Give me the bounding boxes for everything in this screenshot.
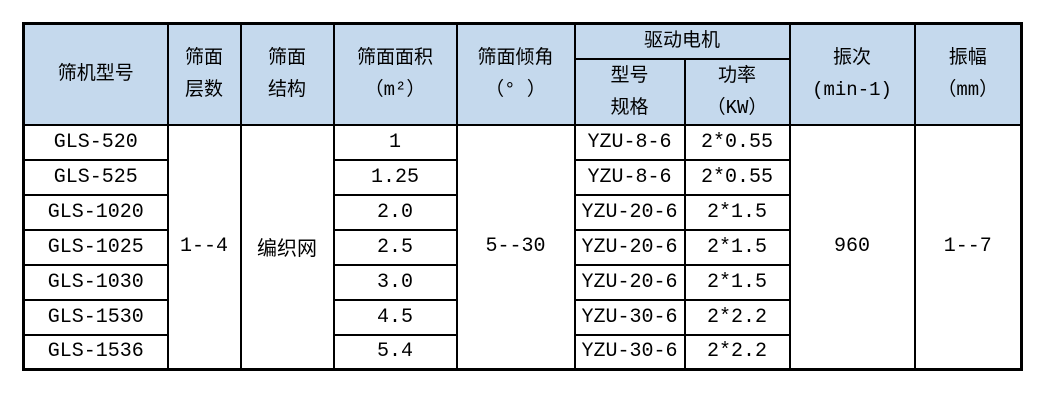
cell-screen-angle-merged: 5--30 [455,123,576,371]
table-row: GLS-1530 4.5 YZU-30-6 2*2.2 [22,298,1022,336]
cell-machine-model: GLS-1536 [22,333,169,371]
header-screen-structure: 筛面 结构 [239,22,335,126]
cell-screen-area: 5.4 [332,333,458,371]
cell-screen-area: 1.25 [332,158,458,196]
cell-motor-power: 2*1.5 [683,193,791,231]
table-row: GLS-1030 3.0 YZU-20-6 2*1.5 [22,263,1022,301]
cell-motor-power: 2*2.2 [683,298,791,336]
cell-screen-area: 2.5 [332,228,458,266]
cell-motor-power: 2*2.2 [683,333,791,371]
header-screen-angle: 筛面倾角 （° ） [455,22,576,126]
header-screen-area: 筛面面积 （m²） [332,22,458,126]
table-row: GLS-1020 2.0 YZU-20-6 2*1.5 [22,193,1022,231]
cell-motor-model: YZU-8-6 [573,158,686,196]
header-vibration-frequency: 振次 (min-1) [788,22,916,126]
table-row: GLS-1025 2.5 YZU-20-6 2*1.5 [22,228,1022,266]
header-row-2: 型号 规格 功率 （KW） [24,57,1022,126]
header-motor-power: 功率 （KW） [683,57,791,126]
cell-screen-area: 4.5 [332,298,458,336]
cell-amplitude-merged: 1--7 [913,123,1023,371]
header-amplitude: 振幅 （mm） [913,22,1023,126]
table-row: GLS-1536 5.4 YZU-30-6 2*2.2 [22,333,1022,371]
header-drive-motor-group: 驱动电机 [573,22,791,60]
cell-motor-power: 2*1.5 [683,263,791,301]
cell-machine-model: GLS-1020 [22,193,169,231]
cell-motor-model: YZU-30-6 [573,333,686,371]
header-motor-model-spec: 型号 规格 [573,57,686,126]
cell-screen-area: 3.0 [332,263,458,301]
header-screen-layers: 筛面 层数 [166,22,242,126]
cell-motor-power: 2*0.55 [683,123,791,161]
cell-machine-model: GLS-520 [22,123,169,161]
cell-motor-model: YZU-20-6 [573,263,686,301]
cell-motor-model: YZU-20-6 [573,228,686,266]
cell-motor-model: YZU-8-6 [573,123,686,161]
cell-motor-power: 2*0.55 [683,158,791,196]
cell-screen-area: 1 [332,123,458,161]
table-row: GLS-525 1.25 YZU-8-6 2*0.55 [22,158,1022,196]
header-machine-model: 筛机型号 [22,22,169,126]
cell-machine-model: GLS-1530 [22,298,169,336]
spec-table: 筛机型号 筛面 层数 筛面 结构 筛面面积 （m²） 筛面倾角 （° ） [22,22,1024,371]
cell-motor-power: 2*1.5 [683,228,791,266]
cell-screen-structure-merged: 编织网 [239,123,335,371]
cell-machine-model: GLS-1030 [22,263,169,301]
header-machine-model-label: 筛机型号 [57,63,134,86]
table-header: 筛机型号 筛面 层数 筛面 结构 筛面面积 （m²） 筛面倾角 （° ） [22,22,1023,126]
cell-screen-layers-merged: 1--4 [166,123,242,371]
cell-screen-area: 2.0 [332,193,458,231]
table-body: GLS-520 1--4 编织网 1 5--30 YZU-8-6 2*0.55 … [22,123,1023,371]
table-row: GLS-520 1--4 编织网 1 5--30 YZU-8-6 2*0.55 … [22,123,1023,371]
cell-motor-model: YZU-20-6 [573,193,686,231]
cell-vibration-frequency-merged: 960 [788,123,916,371]
cell-motor-model: YZU-30-6 [573,298,686,336]
cell-machine-model: GLS-525 [22,158,169,196]
header-row-1: 筛机型号 筛面 层数 筛面 结构 筛面面积 （m²） 筛面倾角 （° ） [22,22,1023,126]
cell-machine-model: GLS-1025 [22,228,169,266]
